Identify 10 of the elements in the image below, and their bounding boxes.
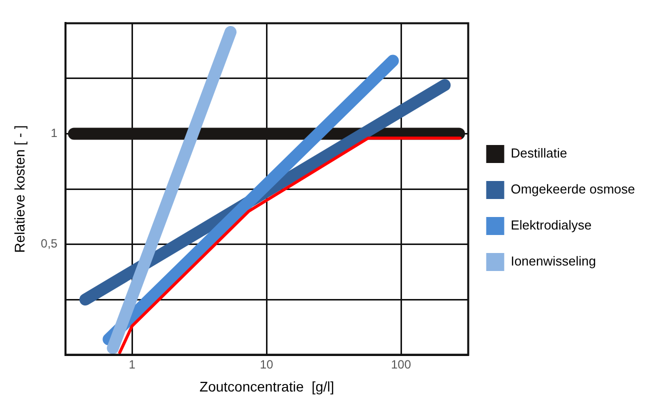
y-tick-label: 0,5: [40, 236, 58, 251]
legend-label: Elektrodialyse: [510, 218, 592, 233]
x-axis-title: Zoutconcentratie [g/l]: [200, 378, 334, 394]
y-axis-title: Relatieve kosten [ - ]: [11, 125, 28, 253]
x-tick-label: 10: [260, 357, 274, 372]
legend-label: Ionenwisseling: [510, 254, 596, 269]
x-tick-label: 100: [391, 357, 412, 372]
legend-label: Destillatie: [510, 146, 568, 161]
legend-label: Omgekeerde osmose: [510, 182, 635, 197]
x-tick-label: 1: [128, 357, 136, 372]
